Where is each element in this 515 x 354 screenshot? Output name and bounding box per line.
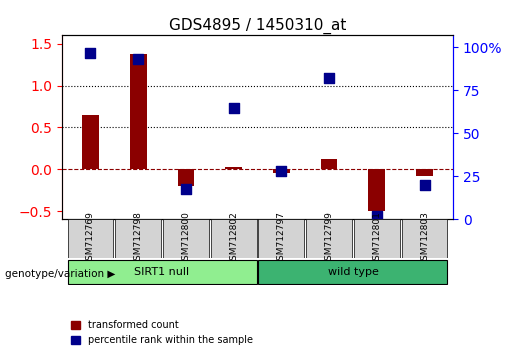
Text: GSM712769: GSM712769 (86, 211, 95, 267)
Text: wild type: wild type (328, 267, 379, 277)
Bar (178, 169, 194, 186)
Bar (416, 169, 433, 176)
Text: GSM712798: GSM712798 (134, 211, 143, 267)
Legend: transformed count, percentile rank within the sample: transformed count, percentile rank withi… (66, 316, 257, 349)
Text: GSM712800: GSM712800 (181, 211, 191, 267)
FancyBboxPatch shape (259, 260, 448, 284)
Point (420, 182, 428, 188)
Point (325, 75, 333, 81)
FancyBboxPatch shape (211, 219, 256, 258)
Bar (368, 169, 385, 211)
Text: genotype/variation ▶: genotype/variation ▶ (5, 269, 115, 279)
Text: GSM712799: GSM712799 (324, 211, 334, 267)
Title: GDS4895 / 1450310_at: GDS4895 / 1450310_at (169, 18, 346, 34)
Point (277, 169, 285, 174)
FancyBboxPatch shape (163, 219, 209, 258)
Bar (82, 115, 99, 169)
FancyBboxPatch shape (67, 260, 256, 284)
Bar (130, 54, 147, 169)
Bar (273, 169, 290, 173)
FancyBboxPatch shape (259, 219, 304, 258)
Text: GSM712797: GSM712797 (277, 211, 286, 267)
FancyBboxPatch shape (67, 219, 113, 258)
FancyBboxPatch shape (402, 219, 448, 258)
Text: GSM712801: GSM712801 (372, 211, 381, 267)
Bar (225, 167, 242, 169)
Text: GSM712803: GSM712803 (420, 211, 429, 267)
Point (87, 50, 95, 56)
FancyBboxPatch shape (115, 219, 161, 258)
Point (134, 57, 142, 62)
Point (373, 213, 381, 219)
Bar (321, 159, 337, 169)
FancyBboxPatch shape (354, 219, 400, 258)
Text: GSM712802: GSM712802 (229, 212, 238, 266)
Point (182, 186, 190, 192)
FancyBboxPatch shape (306, 219, 352, 258)
Point (230, 105, 238, 110)
Text: SIRT1 null: SIRT1 null (134, 267, 190, 277)
